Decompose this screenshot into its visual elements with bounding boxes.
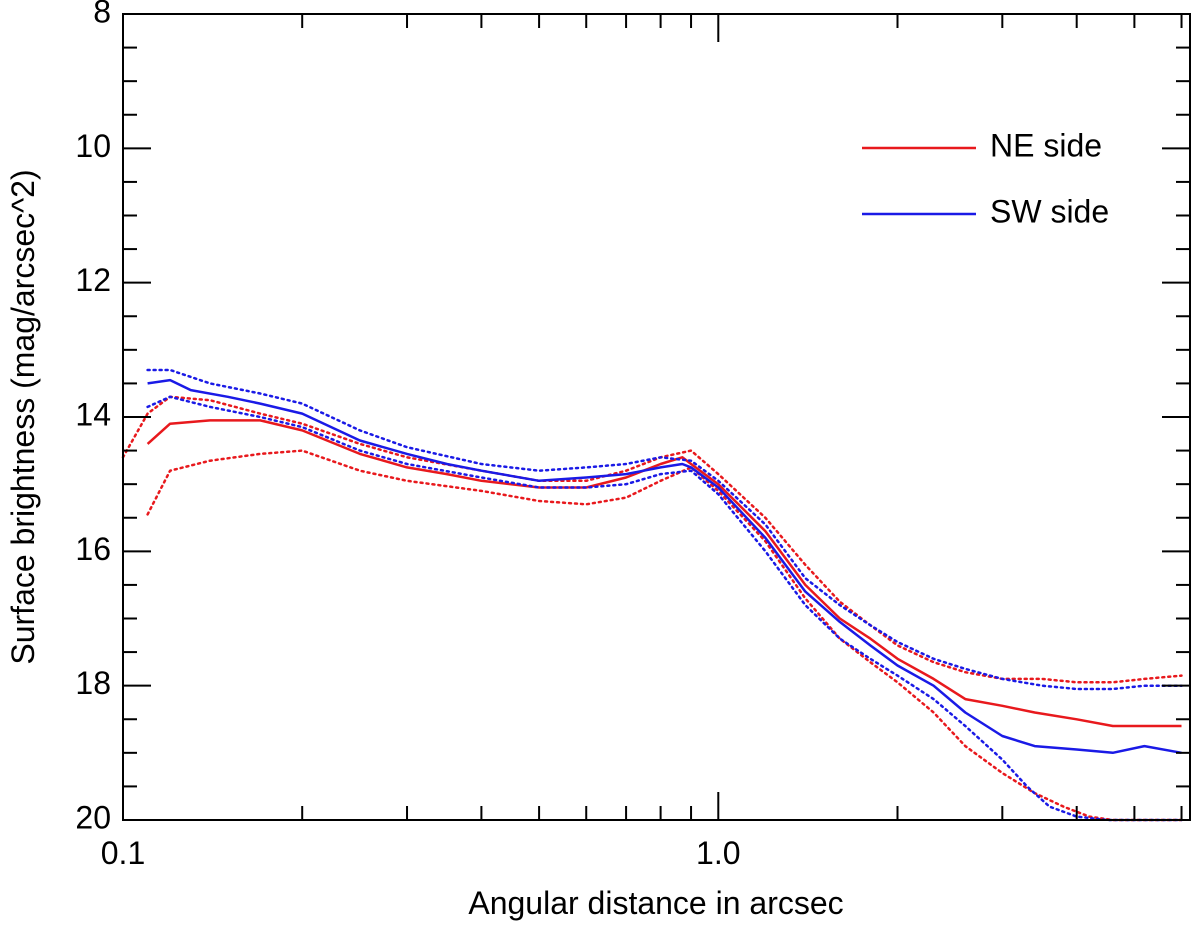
series-line-sw-side xyxy=(147,378,1182,755)
series-line-ne-side xyxy=(146,419,1182,728)
y-tick-label: 12 xyxy=(75,262,111,298)
y-axis-title: Surface brightness (mag/arcsec^2) xyxy=(5,169,41,664)
y-tick-label: 8 xyxy=(93,0,111,29)
series-line-sw-upper-bound xyxy=(146,368,1183,691)
series-line-ne-upper-bound xyxy=(121,395,1183,684)
legend-label-ne: NE side xyxy=(990,127,1102,163)
series-layer xyxy=(121,368,1183,822)
x-tick-label: 0.1 xyxy=(101,835,145,871)
y-tick-label: 10 xyxy=(75,128,111,164)
x-tick-label: 1.0 xyxy=(696,835,740,871)
legend-label-sw: SW side xyxy=(990,193,1109,229)
legend: NE side SW side xyxy=(862,127,1109,229)
x-axis-title: Angular distance in arcsec xyxy=(468,885,843,921)
series-line-ne-lower-bound xyxy=(146,449,1183,822)
y-tick-label: 14 xyxy=(75,396,111,432)
y-tick-label: 20 xyxy=(75,799,111,835)
tick-layer: 0.1 1.0 8 10 12 14 16 18 20 xyxy=(75,0,1190,871)
y-tick-label: 16 xyxy=(75,531,111,567)
y-tick-label: 18 xyxy=(75,665,111,701)
series-line-sw-lower-bound xyxy=(146,395,1183,822)
